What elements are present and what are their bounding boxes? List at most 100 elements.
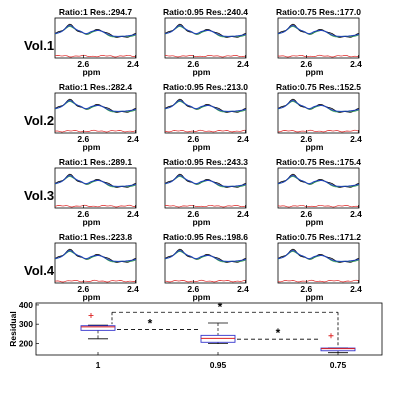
residual-trace [165,204,247,208]
x-tick-label: 2.4 [350,209,362,219]
fit-spectrum [164,24,247,37]
panel-title: Ratio:1 Res.:282.4 [59,82,132,92]
row-label: Vol.1 [24,38,54,53]
fit-spectrum [277,99,360,112]
panel-frame [164,17,247,59]
x-tick-label: 2.6 [187,59,199,69]
fit-spectrum [164,174,247,187]
panel-title: Ratio:0.75 Res.:177.0 [276,7,361,17]
fit-spectrum-alt [54,251,137,263]
fit-spectrum-alt [164,101,247,113]
panel-frame [54,242,137,284]
residual-trace [54,279,137,283]
x-tick-label: 2.4 [127,284,139,294]
fit-spectrum-alt [277,251,360,263]
x-tick-label: 2.6 [300,284,312,294]
fit-spectrum-alt [54,26,137,38]
fit-spectrum-alt [164,26,247,38]
fit-spectrum-alt [54,176,137,188]
significance-star: * [276,326,281,340]
x-axis-label: ppm [82,292,100,302]
residual-trace [164,54,247,58]
fit-spectrum [54,24,137,37]
x-tick-label: 2.4 [350,284,362,294]
x-tick-label: 2.6 [187,209,199,219]
significance-star: * [218,300,223,314]
panel-title: Ratio:0.75 Res.:152.5 [276,82,361,92]
x-axis-label: ppm [192,292,210,302]
boxplot-frame [35,302,383,356]
outlier-marker [328,333,334,339]
residual-trace [277,279,360,283]
x-tick-label: 2.4 [237,284,249,294]
x-tick-label: 2.4 [127,209,139,219]
panel-title: Ratio:0.95 Res.:240.4 [163,7,248,17]
fit-spectrum-alt [277,176,360,188]
spectra-grid: Vol.1 Ratio:1 Res.:294.7 2.6 2.4 ppm Ratio:0.… [24,7,362,302]
row-label: Vol.3 [24,188,54,203]
x-tick-label: 2.4 [350,134,362,144]
box [320,347,356,352]
row-label: Vol.4 [24,263,55,278]
panel-frame [277,167,360,209]
x-tick-label: 2.6 [187,284,199,294]
fit-spectrum [277,249,360,262]
residual-boxplot: Residual 200 300 400 1 0.95 0.75 * * * [8,300,383,370]
x-axis-label: ppm [82,67,100,77]
row-label: Vol.2 [24,113,54,128]
x-axis-label: ppm [305,217,323,227]
fit-spectrum [277,24,360,37]
x-tick-label: 2.4 [127,134,139,144]
fit-spectrum [54,99,137,112]
y-tick-label: 300 [19,319,33,329]
panel-title: Ratio:0.75 Res.:171.2 [276,232,361,242]
x-tick-label: 2.6 [300,134,312,144]
x-axis-label: ppm [82,142,100,152]
x-tick-label: 2.6 [300,59,312,69]
x-axis-label: ppm [305,67,323,77]
panel-title: Ratio:0.95 Res.:213.0 [163,82,248,92]
panel-frame [54,17,137,59]
panel-frame [277,17,360,59]
panel-frame [164,92,247,134]
residual-trace [164,279,247,283]
x-tick-label: 2.4 [350,59,362,69]
panel-frame [277,92,360,134]
panel-title: Ratio:1 Res.:294.7 [59,7,132,17]
x-tick-label: 2.6 [77,59,89,69]
panel-frame [164,167,247,209]
x-axis-label: ppm [305,292,323,302]
residual-trace [54,54,137,58]
x-tick-label: 2.4 [237,134,249,144]
y-tick-label: 200 [19,338,33,348]
fit-spectrum [54,249,137,262]
residual-trace [54,204,137,208]
x-tick-label: 0.75 [330,360,347,370]
panel-frame [54,92,137,134]
x-tick-label: 2.6 [187,134,199,144]
x-tick-label: 2.4 [237,209,249,219]
panel-frame [164,242,247,284]
residual-trace [277,204,360,208]
residual-trace [164,129,247,133]
residual-trace [54,129,137,133]
x-axis-label: ppm [82,217,100,227]
x-axis-label: ppm [305,142,323,152]
box [80,325,116,331]
fit-spectrum-alt [277,26,360,38]
panel-title: Ratio:0.95 Res.:198.6 [163,232,248,242]
x-tick-label: 2.6 [77,284,89,294]
fit-spectrum-alt [164,176,247,188]
x-tick-label: 2.6 [77,134,89,144]
panel-title: Ratio:1 Res.:289.1 [59,157,132,167]
x-tick-label: 0.95 [210,360,227,370]
y-axis-label: Residual [8,311,18,346]
panel-title: Ratio:0.75 Res.:175.4 [276,157,361,167]
fit-spectrum [164,249,247,262]
x-tick-label: 2.4 [237,59,249,69]
y-tick-label: 400 [19,300,33,310]
outlier-marker [88,313,94,319]
fit-spectrum-alt [277,101,360,113]
x-tick-label: 1 [96,360,101,370]
